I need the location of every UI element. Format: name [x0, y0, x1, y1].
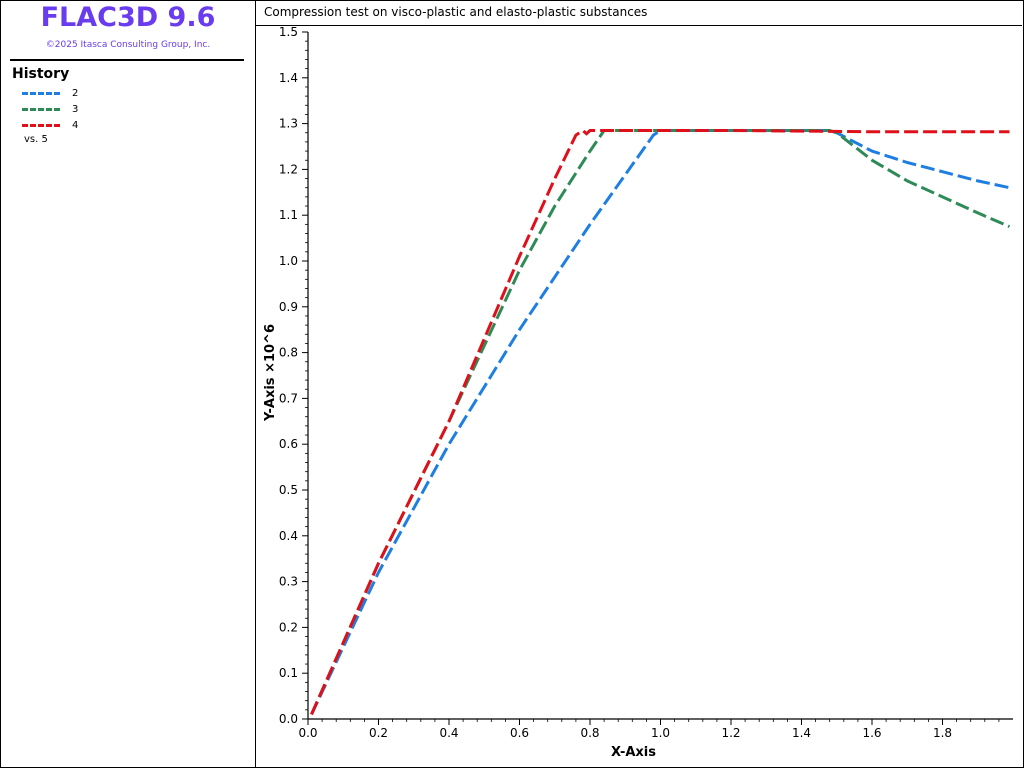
- legend-title: History: [12, 66, 70, 82]
- x-tick-label: 1.6: [862, 726, 881, 740]
- plot-title: Compression test on visco-plastic and el…: [264, 5, 648, 19]
- legend-swatch-3: [22, 107, 60, 111]
- legend-vs-label: vs. 5: [24, 134, 48, 145]
- x-tick-label: 0.4: [439, 726, 458, 740]
- copyright-text: ©2025 Itasca Consulting Group, Inc.: [45, 40, 211, 50]
- legend-swatch-4: [22, 123, 60, 127]
- series-layer: [310, 128, 1011, 716]
- y-tick-label: 1.1: [279, 208, 298, 222]
- y-tick-label: 0.3: [279, 575, 298, 589]
- y-tick-label: 0.7: [279, 391, 298, 405]
- y-tick-label: 0.1: [279, 666, 298, 680]
- series-line-2: [310, 129, 1010, 716]
- legend-item-4[interactable]: 4: [22, 118, 78, 132]
- y-tick-label: 1.0: [279, 254, 298, 268]
- chart-area[interactable]: 0.0 0.1 0.2 0.3 0.4 0.5 0.6 0.7 0.8 0.9 1.0 1.1 1.2 1…: [256, 26, 1022, 766]
- legend-label-3: 3: [72, 103, 79, 115]
- x-axis-label: X-Axis: [611, 745, 656, 760]
- x-tick-label: 0.2: [369, 726, 388, 740]
- app-title: FLAC3D 9.6: [40, 2, 216, 33]
- axes: 0.0 0.1 0.2 0.3 0.4 0.5 0.6 0.7 0.8 0.9 1.0 1.1 1.2 1…: [279, 26, 1013, 740]
- y-tick-label: 0.2: [279, 620, 298, 634]
- legend-divider: [10, 59, 244, 61]
- x-tick-label: 1.0: [651, 726, 670, 740]
- y-tick-label: 0.8: [279, 346, 298, 360]
- series-line-3: [310, 129, 1011, 716]
- y-tick-label: 1.2: [279, 162, 298, 176]
- series-line-4: [310, 128, 1010, 716]
- legend-panel: FLAC3D 9.6 ©2025 Itasca Consulting Group…: [0, 0, 256, 768]
- y-tick-label: 0.6: [279, 437, 298, 451]
- y-tick-label: 0.5: [279, 483, 298, 497]
- legend-label-4: 4: [72, 119, 79, 131]
- x-tick-label: 0.8: [580, 726, 599, 740]
- y-axis-label: Y-Axis ×10^6: [263, 324, 278, 422]
- y-tick-label: 1.4: [279, 71, 298, 85]
- legend-item-2[interactable]: 2: [22, 86, 78, 100]
- y-tick-label: 0.4: [279, 529, 298, 543]
- x-tick-label: 1.4: [792, 726, 811, 740]
- legend-label-2: 2: [72, 87, 79, 99]
- x-tick-label: 0.0: [298, 726, 317, 740]
- legend-item-3[interactable]: 3: [22, 102, 78, 116]
- y-tick-label: 1.3: [279, 117, 298, 131]
- y-tick-label: 1.5: [279, 26, 298, 39]
- y-tick-label: 0.9: [279, 300, 298, 314]
- x-tick-label: 0.6: [510, 726, 529, 740]
- x-tick-label: 1.8: [933, 726, 952, 740]
- x-tick-label: 1.2: [721, 726, 740, 740]
- plot-header-divider: [256, 25, 1022, 26]
- y-tick-label: 0.0: [279, 712, 298, 726]
- legend-swatch-2: [22, 91, 60, 95]
